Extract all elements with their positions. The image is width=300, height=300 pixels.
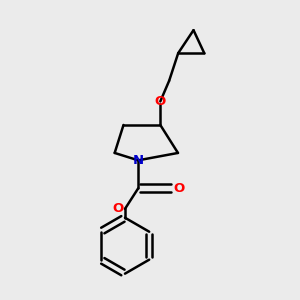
Text: O: O (155, 95, 166, 108)
Text: N: N (133, 154, 144, 167)
Text: O: O (173, 182, 184, 195)
Text: O: O (113, 202, 124, 215)
